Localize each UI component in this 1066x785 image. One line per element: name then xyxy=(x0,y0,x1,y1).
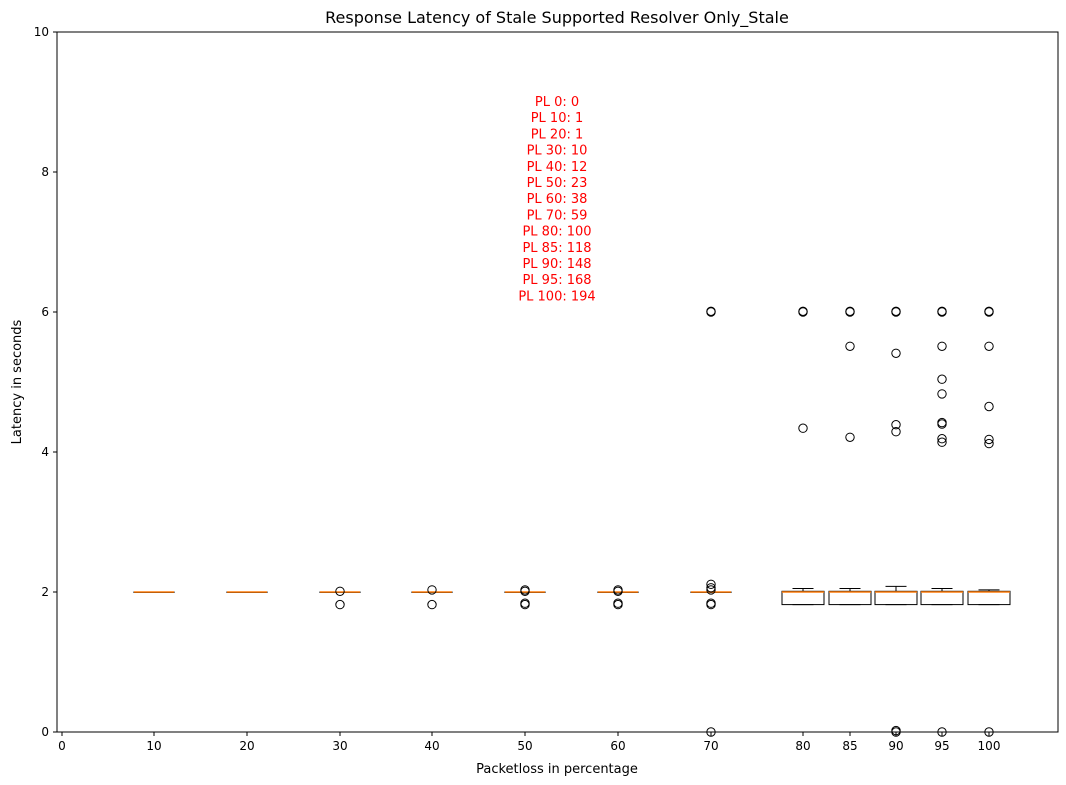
flier-point xyxy=(706,583,716,593)
annotation-line: PL 20: 1 xyxy=(531,127,584,142)
flier-point xyxy=(891,348,901,358)
annotation-line: PL 100: 194 xyxy=(518,289,595,304)
x-tick-label: 85 xyxy=(842,739,857,753)
flier-point xyxy=(706,306,716,316)
chart-title: Response Latency of Stale Supported Reso… xyxy=(325,8,789,28)
x-tick-label: 20 xyxy=(239,739,254,753)
y-tick-label: 10 xyxy=(34,25,49,39)
y-tick-label: 8 xyxy=(41,165,49,179)
plot-frame xyxy=(56,31,1059,733)
flier-point xyxy=(427,599,437,610)
x-tick-label: 60 xyxy=(610,739,625,753)
flier-point xyxy=(845,306,855,316)
y-tick-label: 4 xyxy=(41,445,49,459)
x-tick-label: 0 xyxy=(58,739,66,753)
flier-point xyxy=(937,341,947,351)
annotation-line: PL 10: 1 xyxy=(531,111,584,126)
flier-point xyxy=(891,420,901,430)
x-tick-label: 70 xyxy=(703,739,718,753)
flier-point xyxy=(937,306,947,316)
flier-point xyxy=(984,341,994,351)
flier-point xyxy=(891,725,901,736)
y-axis-ticks: 0 2 4 6 8 10 xyxy=(34,25,57,739)
annotation-line: PL 80: 100 xyxy=(522,225,591,240)
flier-point xyxy=(937,417,947,428)
flier-point xyxy=(706,598,716,608)
flier-point xyxy=(937,434,947,444)
flier-point xyxy=(427,585,437,595)
y-tick-label: 0 xyxy=(41,725,49,739)
y-axis-label: Latency in seconds xyxy=(10,319,25,444)
flier-point xyxy=(937,389,947,399)
flier-point xyxy=(845,432,855,442)
flier-point xyxy=(891,306,901,316)
x-tick-label: 10 xyxy=(146,739,161,753)
x-tick-label: 95 xyxy=(934,739,949,753)
flier-point xyxy=(845,341,855,351)
annotation-line: PL 50: 23 xyxy=(527,176,588,191)
flier-point xyxy=(937,374,947,384)
annotation-line: PL 95: 168 xyxy=(522,273,591,288)
annotation-line: PL 70: 59 xyxy=(527,208,588,223)
flier-point xyxy=(798,306,808,316)
x-axis-label: Packetloss in percentage xyxy=(476,762,638,777)
flier-point xyxy=(520,598,530,608)
flier-point xyxy=(613,585,623,595)
flier-point xyxy=(613,598,623,608)
annotation-line: PL 60: 38 xyxy=(527,192,588,207)
annotation-line: PL 40: 12 xyxy=(527,160,588,175)
flier-point xyxy=(335,599,345,610)
x-tick-label: 40 xyxy=(424,739,439,753)
x-tick-label: 30 xyxy=(332,739,347,753)
flier-point xyxy=(984,434,994,445)
flier-point xyxy=(984,438,994,449)
flier-point xyxy=(937,437,947,447)
flier-point xyxy=(891,427,901,437)
annotation-line: PL 85: 118 xyxy=(522,241,591,256)
flier-point xyxy=(984,306,994,316)
x-tick-label: 100 xyxy=(978,739,1001,753)
annotation-line: PL 0: 0 xyxy=(535,95,579,110)
flier-point xyxy=(520,585,530,595)
flier-point xyxy=(335,586,345,596)
y-tick-label: 6 xyxy=(41,305,49,319)
x-tick-label: 50 xyxy=(517,739,532,753)
x-tick-label: 90 xyxy=(888,739,903,753)
annotation-line: PL 30: 10 xyxy=(527,144,588,159)
annotation-line: PL 90: 148 xyxy=(522,257,591,272)
x-axis-ticks: 0 10 20 30 40 50 60 70 80 85 90 95 100 xyxy=(58,732,1000,753)
flier-point xyxy=(706,579,716,589)
flier-point xyxy=(798,423,808,433)
flier-point xyxy=(984,401,994,412)
x-tick-label: 80 xyxy=(795,739,810,753)
y-tick-label: 2 xyxy=(41,585,49,599)
